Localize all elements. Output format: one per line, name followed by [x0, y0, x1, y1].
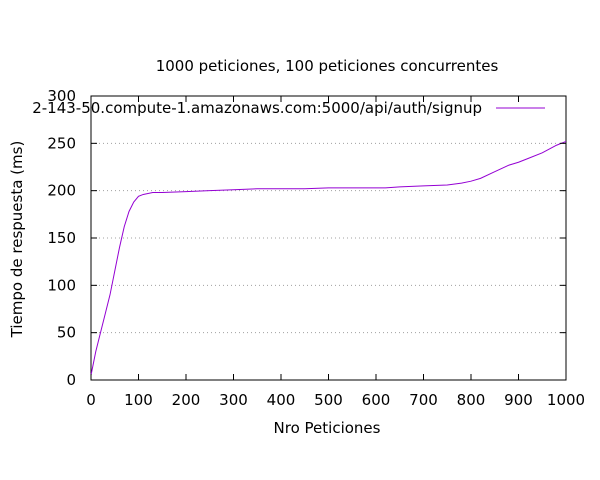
x-tick-label: 100 — [124, 391, 153, 409]
chart-title: 1000 peticiones, 100 peticiones concurre… — [156, 57, 499, 75]
y-axis-label: Tiempo de respuesta (ms) — [8, 141, 26, 339]
plot-area — [90, 95, 567, 381]
x-axis-label: Nro Peticiones — [274, 419, 381, 437]
x-tick-label: 300 — [219, 391, 248, 409]
y-tick-label: 150 — [47, 229, 76, 247]
x-tick-label: 0 — [86, 391, 96, 409]
x-tick-label: 200 — [172, 391, 201, 409]
x-tick-label: 700 — [409, 391, 438, 409]
series-line — [90, 140, 567, 376]
x-tick-label: 600 — [362, 391, 391, 409]
x-tick-label: 1000 — [547, 391, 585, 409]
series-layer — [90, 140, 567, 376]
y-tick-label: 0 — [66, 371, 76, 389]
legend: 2-143-50.compute-1.amazonaws.com:5000/ap… — [32, 99, 545, 117]
y-tick-label: 200 — [47, 182, 76, 200]
legend-label: 2-143-50.compute-1.amazonaws.com:5000/ap… — [32, 99, 482, 117]
x-tick-label: 400 — [267, 391, 296, 409]
plot-frame — [90, 95, 567, 381]
y-tick-label: 100 — [47, 276, 76, 294]
x-tick-label: 500 — [314, 391, 343, 409]
y-tick-label: 250 — [47, 134, 76, 152]
x-tick-label: 900 — [504, 391, 533, 409]
y-tick-label: 50 — [57, 324, 76, 342]
axis-ticks: 0 50 100 150 200 250 300 0 100 200 300 400 500 600 700… — [47, 87, 585, 409]
y-tick-label: 300 — [47, 87, 76, 105]
x-tick-label: 800 — [457, 391, 486, 409]
